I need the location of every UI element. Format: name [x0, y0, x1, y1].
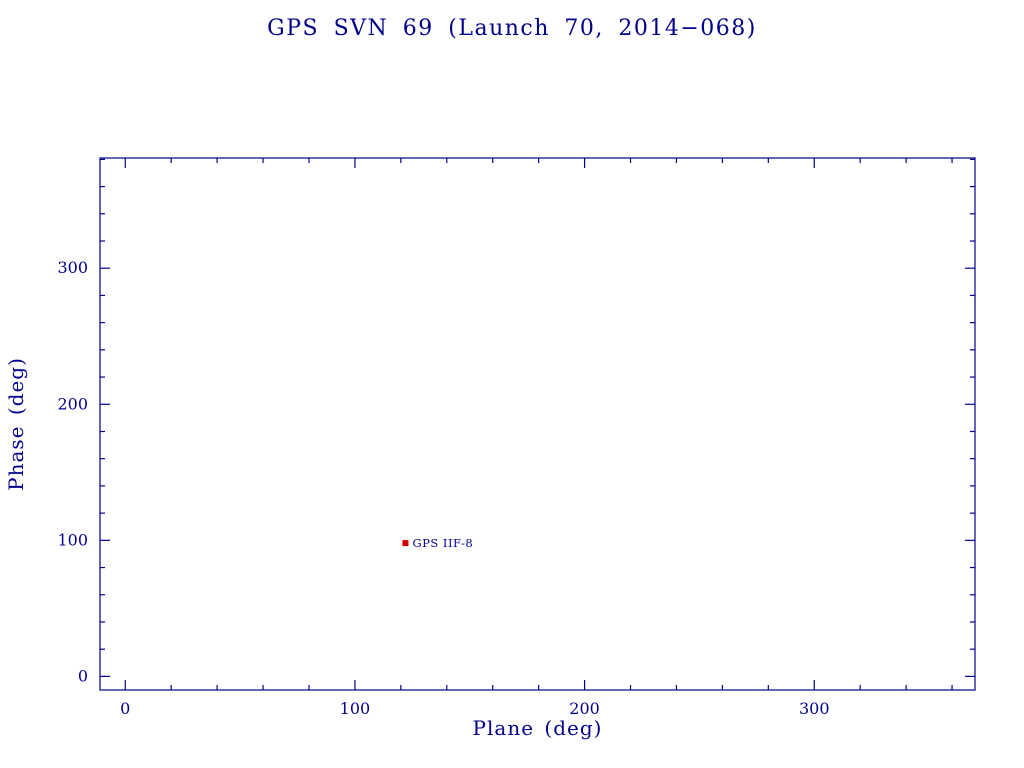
x-tick-label: 200 — [569, 699, 600, 718]
chart-title: GPS SVN 69 (Launch 70, 2014−068) — [267, 16, 757, 41]
x-axis-label: Plane (deg) — [472, 716, 603, 740]
x-tick-label: 300 — [799, 699, 830, 718]
y-tick-label: 0 — [78, 666, 88, 685]
y-tick-label: 300 — [57, 258, 88, 277]
y-tick-label: 100 — [57, 530, 88, 549]
x-tick-label: 100 — [340, 699, 371, 718]
x-tick-label: 0 — [120, 699, 130, 718]
data-point-marker — [402, 540, 409, 547]
data-point-label: GPS IIF-8 — [412, 536, 473, 550]
y-tick-label: 200 — [57, 394, 88, 413]
y-axis-label: Phase (deg) — [4, 357, 28, 491]
plot-frame — [99, 157, 976, 691]
